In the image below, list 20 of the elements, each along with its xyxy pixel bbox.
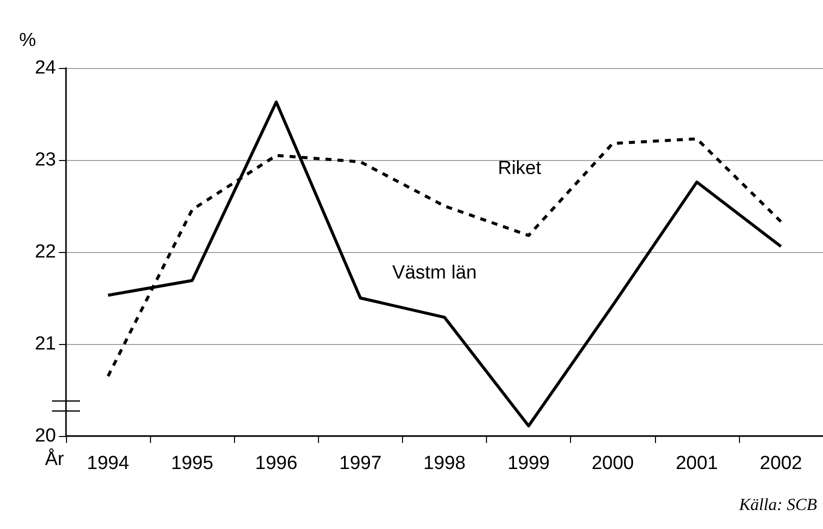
x-tick-label: 1999	[507, 453, 550, 474]
y-tick-label: 24	[34, 58, 56, 78]
line-series	[106, 100, 782, 428]
y-tick-label: 20	[34, 426, 56, 446]
x-tick-label: 2000	[592, 453, 634, 474]
series-label: Västm län	[392, 262, 477, 284]
x-tick-label: 1995	[171, 453, 214, 474]
x-tick-label: 1998	[423, 453, 466, 474]
x-tick-label: 1994	[86, 453, 130, 474]
series-label: Riket	[498, 158, 542, 179]
x-tick-label: 1997	[339, 453, 382, 474]
x-tick-label: 2002	[760, 453, 802, 474]
y-tick-label: 23	[34, 150, 56, 170]
x-tick-label: 1996	[255, 453, 298, 474]
text: Källa: SCB	[738, 495, 818, 514]
x-tick-label: 2001	[676, 453, 718, 474]
y-tick-label: 21	[34, 334, 56, 354]
y-tick-label: 22	[34, 242, 56, 262]
y-axis-title: %	[19, 30, 36, 51]
x-axis-title: År	[45, 448, 65, 470]
